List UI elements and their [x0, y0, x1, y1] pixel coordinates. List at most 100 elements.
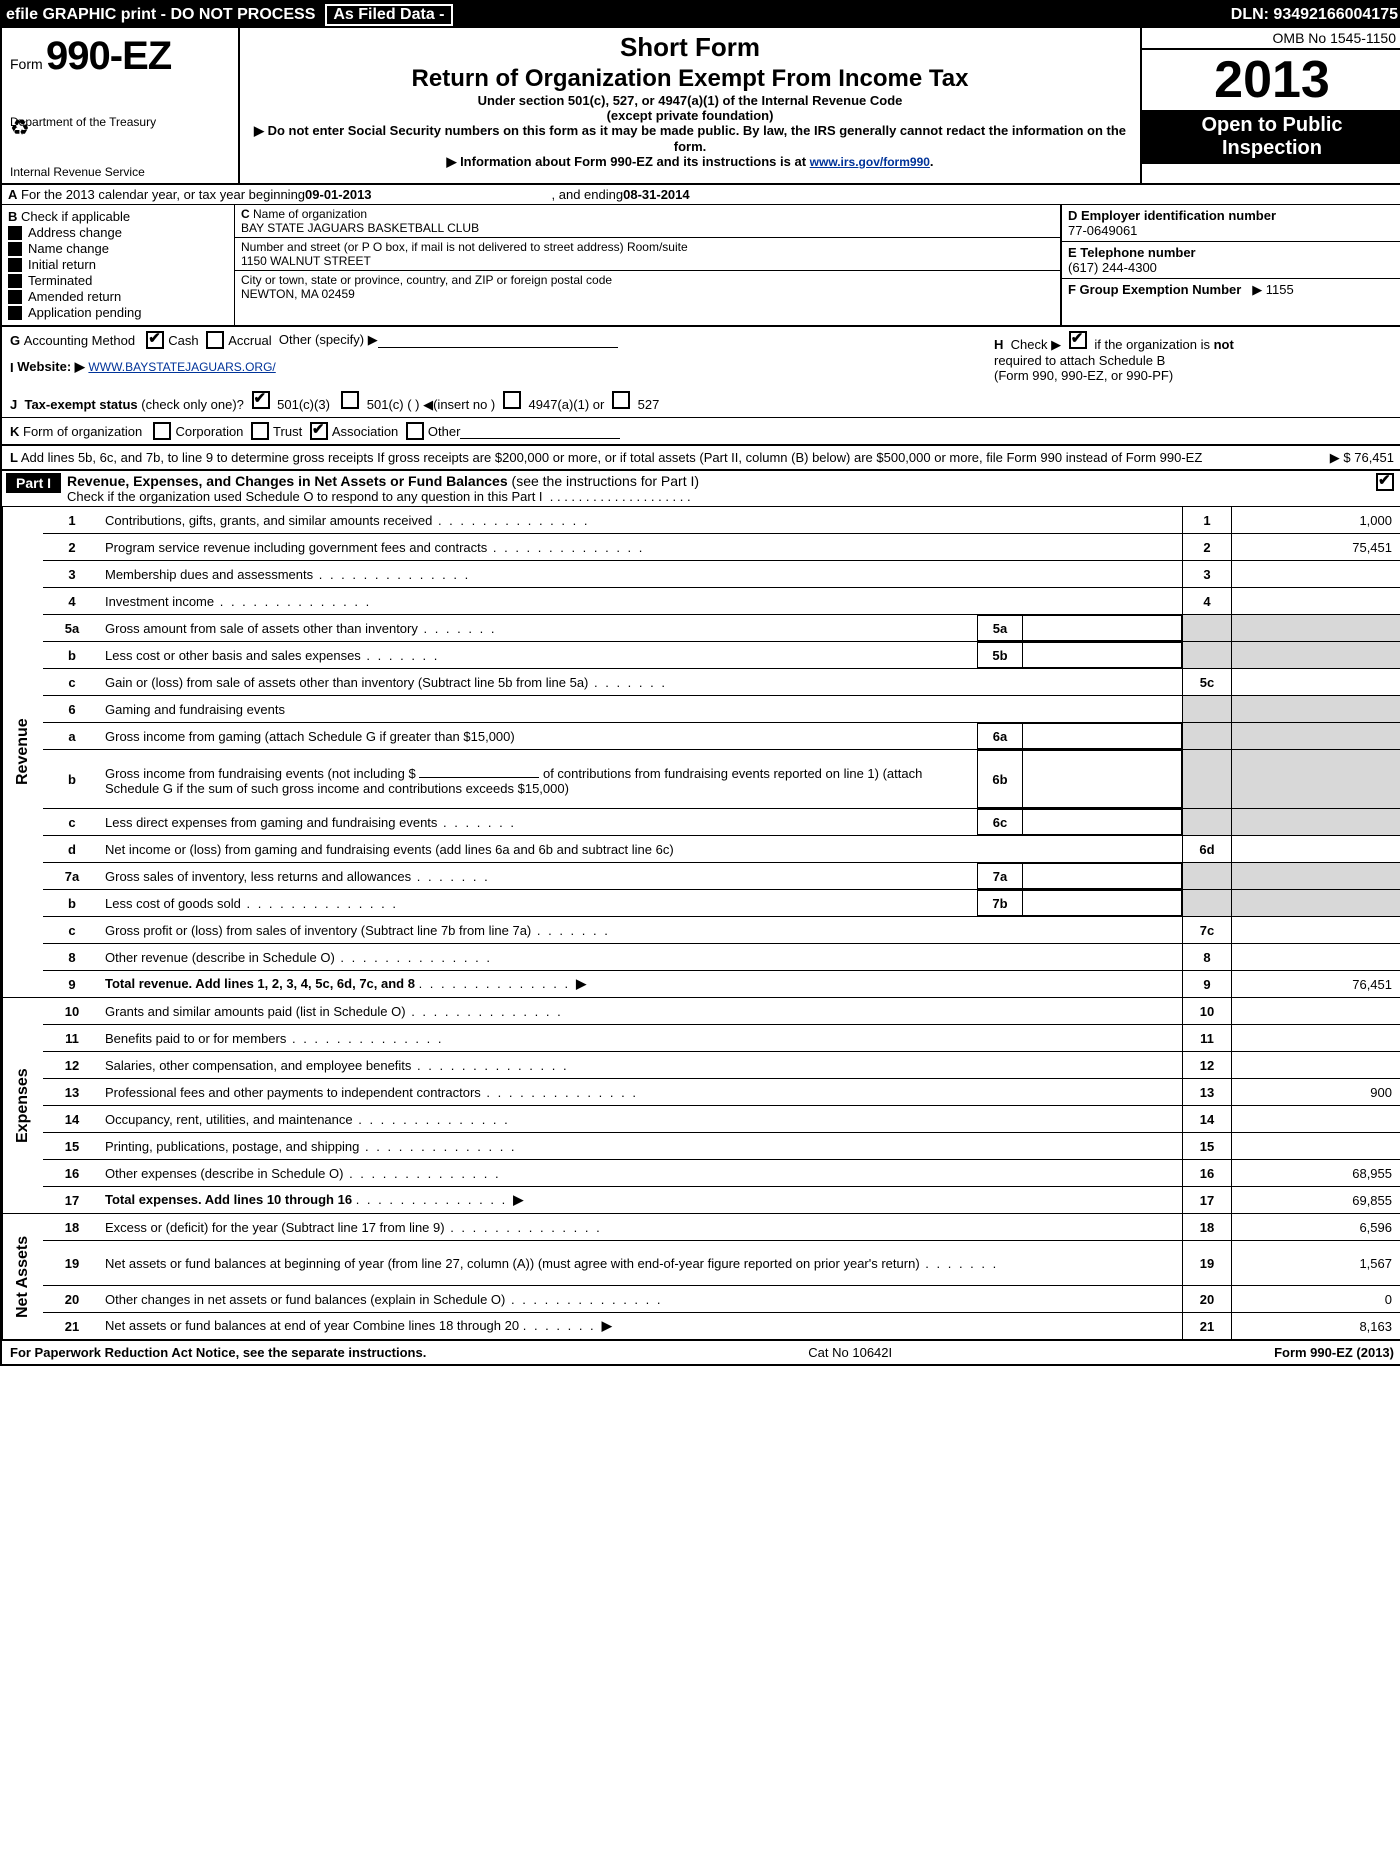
h-text4: (Form 990, 990-EZ, or 990-PF): [994, 368, 1173, 383]
row-k: K Form of organization Corporation Trust…: [2, 418, 1400, 445]
checkbox-addr-change[interactable]: [8, 226, 22, 240]
h-block: H Check ▶ if the organization is not req…: [994, 331, 1394, 383]
line-10-val: [1232, 998, 1400, 1024]
row-a-text2: , and ending: [552, 187, 624, 202]
g-accrual: Accrual: [228, 333, 271, 348]
line-6c-shade: [1232, 809, 1400, 835]
line-6d-val: [1232, 836, 1400, 862]
g-other: Other (specify) ▶: [279, 332, 378, 348]
subtitle-1: Under section 501(c), 527, or 4947(a)(1)…: [248, 93, 1132, 108]
row-a-text1: For the 2013 calendar year, or tax year …: [21, 187, 305, 202]
gross-receipts: $ 76,451: [1343, 450, 1394, 465]
row-a-taxyear: A For the 2013 calendar year, or tax yea…: [2, 185, 1400, 204]
revenue-label: Revenue: [2, 507, 43, 997]
checkbox-initial[interactable]: [8, 258, 22, 272]
e-phone-lbl: E Telephone number: [1068, 245, 1196, 260]
checkbox-accrual[interactable]: [206, 331, 224, 349]
org-street: 1150 WALNUT STREET: [241, 254, 371, 268]
header-left: Form 990-EZ ♻ Department of the Treasury…: [2, 28, 240, 183]
line-5b-inner: [1022, 642, 1182, 668]
c-city-lbl: City or town, state or province, country…: [241, 273, 612, 287]
line-6a-inner: [1022, 723, 1182, 749]
line-7a-desc: Gross sales of inventory, less returns a…: [101, 867, 977, 886]
website-link[interactable]: WWW.BAYSTATEJAGUARS.ORG/: [88, 360, 275, 374]
checkbox-corp[interactable]: [153, 422, 171, 440]
checkbox-4947[interactable]: [503, 391, 521, 409]
line-16-val: 68,955: [1232, 1160, 1400, 1186]
expenses-label: Expenses: [2, 998, 43, 1213]
form-word: Form: [10, 56, 43, 72]
line-6b-d1: Gross income from fundraising events (no…: [105, 766, 416, 781]
open-public-box: Open to Public Inspection: [1142, 110, 1400, 164]
line-7c-val: [1232, 917, 1400, 943]
j-4947: 4947(a)(1) or: [529, 397, 605, 412]
line-16-desc: Other expenses (describe in Schedule O): [101, 1164, 1182, 1183]
opt-addr-change: Address change: [28, 225, 122, 240]
ein-value: 77-0649061: [1068, 223, 1137, 238]
opt-pending: Application pending: [28, 305, 141, 320]
line-2-val: 75,451: [1232, 534, 1400, 560]
line-15-desc: Printing, publications, postage, and shi…: [101, 1137, 1182, 1156]
c-name-lbl: Name of organization: [253, 207, 367, 221]
letter-j: J: [10, 397, 17, 412]
k-trust: Trust: [273, 424, 302, 439]
checkbox-assoc[interactable]: [310, 422, 328, 440]
line-5c-val: [1232, 669, 1400, 695]
checkbox-h[interactable]: [1069, 331, 1087, 349]
line-8-val: [1232, 944, 1400, 970]
open-public-2: Inspection: [1222, 137, 1322, 159]
netassets-section: Net Assets 18Excess or (deficit) for the…: [2, 1214, 1400, 1341]
i-label: Website: ▶: [17, 359, 85, 375]
checkbox-cash[interactable]: [146, 331, 164, 349]
k-other-blank[interactable]: [460, 424, 620, 439]
checkbox-name-change[interactable]: [8, 242, 22, 256]
line-17-text: Total expenses. Add lines 10 through 16: [105, 1192, 352, 1207]
opt-terminated: Terminated: [28, 273, 92, 288]
j-paren: (check only one)?: [141, 397, 244, 412]
checkbox-501c[interactable]: [341, 391, 359, 409]
checkbox-pending[interactable]: [8, 306, 22, 320]
line-21-text: Net assets or fund balances at end of ye…: [105, 1318, 519, 1333]
line-6b-blank[interactable]: [419, 763, 539, 778]
line-5c-desc: Gain or (loss) from sale of assets other…: [101, 673, 1182, 692]
checkbox-scheduleO[interactable]: [1376, 473, 1394, 491]
line-3-val: [1232, 561, 1400, 587]
j-label: Tax-exempt status: [24, 397, 137, 412]
footer-left: For Paperwork Reduction Act Notice, see …: [10, 1345, 426, 1360]
irs-link[interactable]: www.irs.gov/form990: [810, 155, 930, 169]
checkbox-501c3[interactable]: [252, 391, 270, 409]
opt-initial: Initial return: [28, 257, 96, 272]
checkbox-amended[interactable]: [8, 290, 22, 304]
g-label: Accounting Method: [24, 333, 135, 348]
col-b: B Check if applicable Address change Nam…: [2, 205, 235, 325]
col-c: C Name of organization BAY STATE JAGUARS…: [235, 205, 1060, 325]
letter-a: A: [8, 187, 17, 202]
line-19-val: 1,567: [1232, 1241, 1400, 1285]
line-19-desc: Net assets or fund balances at beginning…: [101, 1254, 1182, 1273]
dept-irs: Internal Revenue Service: [10, 165, 230, 179]
line-6c-inner: [1022, 809, 1182, 835]
j-527: 527: [638, 397, 660, 412]
checkbox-527[interactable]: [612, 391, 630, 409]
form-header: Form 990-EZ ♻ Department of the Treasury…: [2, 28, 1400, 185]
line-20-val: 0: [1232, 1286, 1400, 1312]
checkbox-trust[interactable]: [251, 422, 269, 440]
line-1-desc: Contributions, gifts, grants, and simila…: [101, 511, 1182, 530]
form-number: 990-EZ: [46, 34, 171, 78]
part-i-check-text: Check if the organization used Schedule …: [67, 489, 699, 504]
checkbox-other[interactable]: [406, 422, 424, 440]
tax-year: 2013: [1142, 50, 1400, 110]
line-7a-shade: [1232, 863, 1400, 889]
line-17-desc: Total expenses. Add lines 10 through 16 …: [101, 1190, 1182, 1210]
phone-value: (617) 244-4300: [1068, 260, 1157, 275]
footer: For Paperwork Reduction Act Notice, see …: [2, 1341, 1400, 1364]
line-6b-desc: Gross income from fundraising events (no…: [101, 761, 977, 798]
checkbox-terminated[interactable]: [8, 274, 22, 288]
efile-topbar: efile GRAPHIC print - DO NOT PROCESS As …: [2, 2, 1400, 28]
line-7b-desc: Less cost of goods sold: [101, 894, 977, 913]
g-other-blank[interactable]: [378, 333, 618, 348]
line-17-val: 69,855: [1232, 1187, 1400, 1213]
line-21-val: 8,163: [1232, 1313, 1400, 1339]
part-i-tag: Part I: [6, 473, 61, 493]
letter-l: L: [10, 450, 18, 465]
